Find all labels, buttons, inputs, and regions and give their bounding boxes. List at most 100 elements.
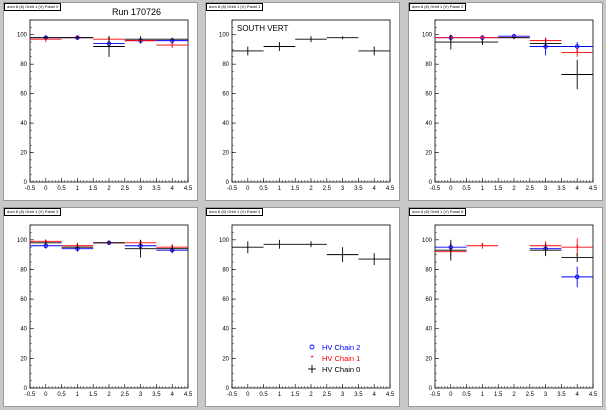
x-tick-label: 0.5 <box>462 186 471 192</box>
y-tick-label: 80 <box>425 267 432 273</box>
y-tick-label: 100 <box>422 33 433 39</box>
y-tick-label: 20 <box>222 151 229 157</box>
x-tick-label: 3.5 <box>152 186 161 192</box>
y-tick-label: 100 <box>219 238 230 244</box>
data-point <box>373 50 375 52</box>
y-tick-label: 40 <box>222 327 229 333</box>
x-tick-label: 3.5 <box>354 392 363 398</box>
x-tick-label: 1.5 <box>494 186 503 192</box>
x-tick-label: 2.5 <box>526 186 535 192</box>
panel-3: dom 8 (8) Orbit 1 (V) Panel 3 -0.5 0 0.5 1 1… <box>3 207 198 407</box>
x-tick-label: 4 <box>171 392 175 398</box>
x-tick-label: 4.5 <box>386 186 395 192</box>
x-tick-label: 4.5 <box>184 392 193 398</box>
data-point <box>45 242 47 244</box>
data-point: * <box>171 43 174 50</box>
x-tick-label: 1.5 <box>89 392 98 398</box>
y-tick-label: 0 <box>429 386 433 392</box>
data-point <box>247 50 249 52</box>
panel-title: dom 8 (8) Orbit 1 (V) Panel 2 <box>409 3 467 11</box>
x-tick-label: -0.5 <box>227 392 238 398</box>
data-point <box>576 73 578 76</box>
x-tick-label: 3.5 <box>354 186 363 192</box>
x-tick-label: 1.5 <box>291 186 300 192</box>
y-tick-label: 0 <box>24 386 28 392</box>
data-point <box>450 41 452 43</box>
plot-1: -0.5 0 0.5 1 1.5 2 2.5 3 3.5 4 4.5020406080100SOUT… <box>219 19 395 192</box>
x-tick-label: 1.5 <box>89 186 98 192</box>
panel-2: dom 8 (8) Orbit 1 (V) Panel 2 -0.5 0 0.5 1 1… <box>408 2 603 201</box>
panel-0: dom 8 (8) Orbit 1 (V) Panel 0 Run 170726… <box>3 2 198 201</box>
x-tick-label: 0 <box>246 392 250 398</box>
y-tick-label: 40 <box>425 121 432 127</box>
x-tick-label: 2 <box>107 186 111 192</box>
x-tick-label: 2 <box>309 392 313 398</box>
x-tick-label: -0.5 <box>430 392 441 398</box>
x-tick-label: 2 <box>107 392 111 398</box>
x-tick-label: 4.5 <box>184 186 193 192</box>
data-point <box>342 37 344 39</box>
y-tick-label: 60 <box>222 92 229 98</box>
y-tick-label: 0 <box>429 180 433 186</box>
x-tick-label: 3.5 <box>557 186 566 192</box>
y-tick-label: 80 <box>425 62 432 68</box>
x-tick-label: 1 <box>481 392 485 398</box>
y-tick-label: 100 <box>219 33 230 39</box>
x-tick-label: -0.5 <box>25 392 36 398</box>
plot-3: -0.500.511.522.533.544.5020406080100****… <box>17 224 193 398</box>
y-tick-label: 40 <box>20 327 27 333</box>
data-point <box>342 254 344 256</box>
data-point <box>545 249 547 251</box>
y-tick-label: 20 <box>425 356 432 362</box>
plot-frame <box>434 224 594 389</box>
x-tick-label: 0.5 <box>259 392 268 398</box>
data-point <box>450 249 452 251</box>
x-tick-label: 3 <box>341 186 345 192</box>
y-tick-label: 100 <box>17 33 28 39</box>
y-tick-label: 40 <box>425 327 432 333</box>
y-tick-label: 20 <box>20 151 27 157</box>
y-tick-label: 60 <box>20 92 27 98</box>
x-tick-label: 4 <box>576 186 580 192</box>
data-point <box>310 38 312 40</box>
panel-title: dom 8 (8) Orbit 1 (V) Panel 1 <box>206 3 264 11</box>
panel-5: dom 8 (8) Orbit 1 (V) Panel 5 -0.5 0 0.5 1 1… <box>408 207 603 407</box>
x-tick-label: 3.5 <box>557 392 566 398</box>
data-point <box>45 37 47 39</box>
y-tick-label: 0 <box>226 180 230 186</box>
x-tick-label: 3 <box>544 392 548 398</box>
x-tick-label: -0.5 <box>227 186 238 192</box>
panel-title: dom 8 (8) Orbit 1 (V) Panel 4 <box>206 208 264 216</box>
y-tick-label: 20 <box>222 356 229 362</box>
x-tick-label: 1.5 <box>494 392 503 398</box>
x-tick-label: 1 <box>76 186 80 192</box>
x-tick-label: 0 <box>44 186 48 192</box>
y-tick-label: 60 <box>425 297 432 303</box>
data-point <box>108 242 110 244</box>
data-point <box>373 258 375 260</box>
data-point <box>171 38 173 40</box>
data-point <box>576 257 578 259</box>
y-tick-label: 80 <box>222 267 229 273</box>
legend-marker: * <box>310 354 313 363</box>
plot-frame <box>434 19 594 183</box>
plot-frame <box>231 19 391 183</box>
data-point <box>310 243 312 245</box>
x-tick-label: 0 <box>44 392 48 398</box>
x-tick-label: 1.5 <box>291 392 300 398</box>
data-point <box>140 38 142 40</box>
panel-4: dom 8 (8) Orbit 1 (V) Panel 4 -0.5 0 0.5 1 1… <box>205 207 400 407</box>
x-tick-label: 3 <box>544 186 548 192</box>
data-point <box>545 42 547 45</box>
x-tick-label: 0.5 <box>57 186 66 192</box>
x-tick-label: -0.5 <box>430 186 441 192</box>
y-tick-label: 60 <box>222 297 229 303</box>
data-point <box>481 41 483 43</box>
x-tick-label: 0.5 <box>57 392 66 398</box>
legend-marker <box>309 344 315 350</box>
data-point: * <box>481 35 484 42</box>
x-tick-label: 0 <box>449 392 453 398</box>
data-point <box>140 248 142 250</box>
y-tick-label: 80 <box>222 62 229 68</box>
